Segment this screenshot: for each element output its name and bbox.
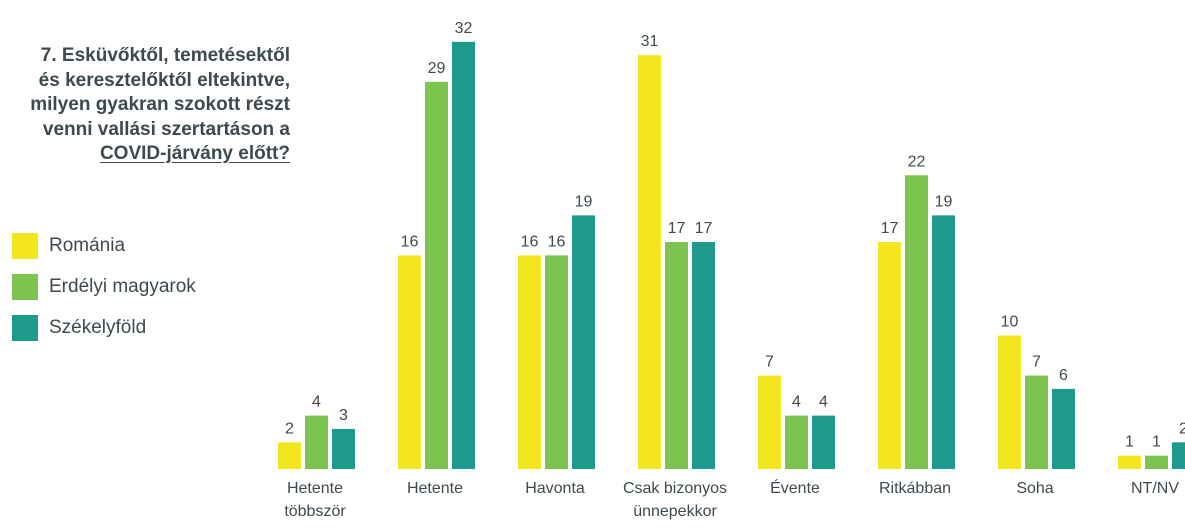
bar — [518, 255, 541, 469]
data-label: 19 — [575, 193, 593, 210]
question-line: venni vallási szertartáson a — [42, 118, 290, 140]
data-label: 10 — [1001, 314, 1019, 331]
category-label: Csak bizonyos — [623, 480, 727, 497]
bar — [398, 255, 421, 469]
data-label: 1 — [1125, 434, 1134, 451]
bar — [905, 175, 928, 470]
data-label: 4 — [312, 394, 321, 411]
data-label: 17 — [668, 220, 686, 237]
bar — [425, 81, 448, 469]
category-label: NT/NV — [1131, 480, 1179, 497]
data-label: 16 — [521, 233, 539, 250]
data-label: 1 — [1152, 434, 1161, 451]
bar — [812, 415, 835, 469]
legend: Románia Erdélyi magyarok Székelyföld — [12, 232, 196, 355]
legend-item-szekelyfold: Székelyföld — [12, 314, 196, 341]
data-label: 7 — [765, 354, 774, 371]
bar — [1118, 455, 1141, 469]
data-label: 7 — [1032, 354, 1041, 371]
legend-swatch — [12, 232, 38, 259]
category-label: Évente — [770, 478, 820, 497]
data-label: 16 — [401, 233, 419, 250]
bar — [878, 242, 901, 469]
bar — [572, 215, 595, 469]
category-label: ünnepekkor — [633, 503, 717, 520]
bar — [1025, 375, 1048, 469]
bar — [278, 442, 301, 469]
category-label: Soha — [1016, 480, 1053, 497]
data-label: 29 — [428, 60, 446, 77]
data-label: 32 — [455, 20, 473, 37]
bar — [638, 55, 661, 470]
data-label: 31 — [641, 33, 659, 50]
legend-item-erdelyi-magyarok: Erdélyi magyarok — [12, 273, 196, 300]
bar — [998, 335, 1021, 469]
data-label: 22 — [908, 153, 926, 170]
bar — [1172, 442, 1185, 469]
data-label: 3 — [339, 407, 348, 424]
data-label: 2 — [285, 420, 294, 437]
legend-label: Erdélyi magyarok — [49, 275, 196, 297]
bar — [932, 215, 955, 469]
bar — [1052, 388, 1075, 469]
category-label: Ritkábban — [879, 480, 951, 497]
legend-swatch — [12, 314, 38, 341]
bar — [305, 415, 328, 469]
bar — [758, 375, 781, 469]
data-label: 19 — [935, 193, 953, 210]
category-label: Hetente — [407, 480, 463, 497]
data-label: 17 — [881, 220, 899, 237]
bar — [785, 415, 808, 469]
legend-label: Székelyföld — [49, 316, 147, 338]
category-label: Hetente — [287, 480, 343, 497]
bar — [1145, 455, 1168, 469]
question-line: 7. Esküvőktől, temetésektől — [40, 45, 290, 66]
data-label: 4 — [792, 394, 801, 411]
question-line: és keresztelőktől eltekintve, — [38, 69, 290, 91]
bar — [452, 41, 475, 470]
data-label: 4 — [819, 394, 828, 411]
data-label: 17 — [695, 220, 713, 237]
category-label: többször — [284, 503, 346, 520]
bar — [545, 255, 568, 469]
data-label: 16 — [548, 233, 566, 250]
question-text: 7. Esküvőktől, temetésektől és keresztel… — [0, 44, 290, 167]
data-label: 6 — [1059, 367, 1068, 384]
legend-label: Románia — [49, 234, 126, 256]
bar — [332, 428, 355, 469]
question-line: COVID-járvány előtt? — [99, 143, 290, 164]
category-label: Havonta — [525, 480, 585, 497]
bar — [692, 242, 715, 469]
legend-swatch — [12, 273, 38, 300]
bar — [665, 242, 688, 469]
data-label: 2 — [1179, 420, 1185, 437]
question-line: milyen gyakran szokott részt — [30, 94, 290, 115]
legend-item-romania: Románia — [12, 232, 196, 259]
